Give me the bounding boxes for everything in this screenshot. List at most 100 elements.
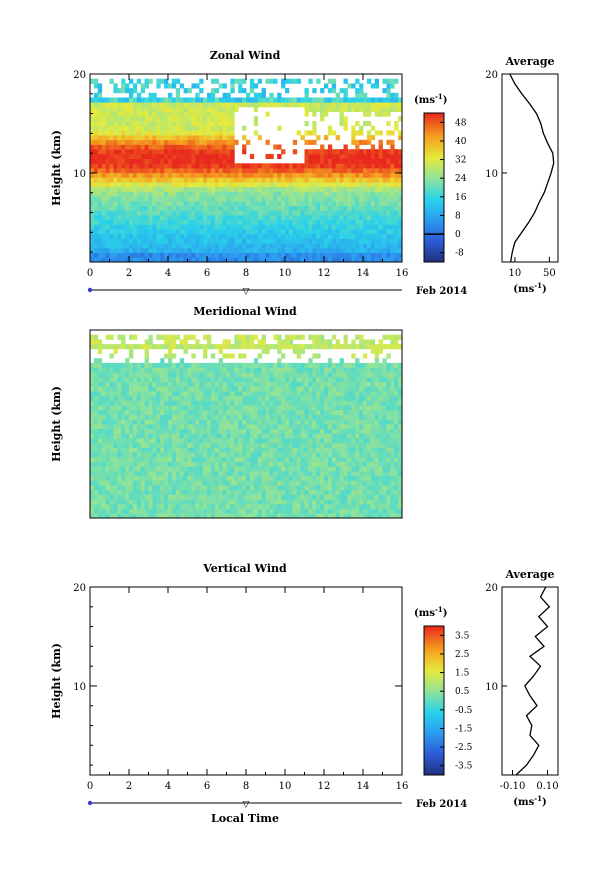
heatmap-cell — [171, 243, 177, 249]
heatmap-cell — [316, 377, 321, 383]
heatmap-cell — [171, 153, 177, 159]
heatmap-cell — [179, 494, 184, 500]
heatmap-cell — [277, 102, 282, 108]
heatmap-cell — [249, 447, 255, 453]
heatmap-cell — [327, 219, 333, 225]
heatmap-cell — [117, 424, 122, 430]
heatmap-cell — [214, 135, 220, 141]
heatmap-cell — [171, 428, 177, 434]
heatmap-cell — [359, 224, 364, 230]
heatmap-cell — [261, 395, 266, 401]
heatmap-cell — [339, 88, 344, 94]
heatmap-cell — [195, 395, 200, 401]
heatmap-cell — [398, 172, 403, 178]
heatmap-cell — [90, 372, 95, 378]
heatmap-cell — [168, 149, 173, 155]
colorbar-tick-label: 8 — [455, 211, 461, 221]
heatmap-cell — [214, 196, 220, 202]
heatmap-cell — [242, 391, 247, 397]
heatmap-cell — [292, 386, 298, 392]
heatmap-cell — [210, 494, 216, 500]
heatmap-cell — [168, 362, 173, 368]
heatmap-cell — [257, 503, 262, 509]
heatmap-cell — [152, 186, 157, 192]
heatmap-cell — [144, 391, 149, 397]
heatmap-cell — [324, 205, 329, 211]
heatmap-cell — [327, 456, 333, 462]
heatmap-cell — [269, 377, 274, 383]
heatmap-cell — [168, 372, 173, 378]
heatmap-cell — [378, 247, 383, 253]
heatmap-cell — [121, 381, 126, 387]
heatmap-cell — [183, 257, 188, 263]
heatmap-cell — [179, 191, 184, 197]
heatmap-cell — [156, 200, 161, 206]
heatmap-cell — [374, 168, 379, 174]
heatmap-cell — [285, 503, 290, 509]
heatmap-cell — [171, 121, 177, 127]
heatmap-cell — [339, 229, 344, 235]
heatmap-cell — [140, 424, 145, 430]
heatmap-cell — [156, 447, 161, 453]
heatmap-cell — [179, 149, 184, 155]
heatmap-cell — [312, 419, 317, 425]
heatmap-cell — [105, 395, 110, 401]
heatmap-cell — [175, 219, 181, 225]
heatmap-cell — [273, 243, 278, 249]
heatmap-cell — [136, 409, 142, 415]
heatmap-cell — [90, 438, 95, 444]
heatmap-cell — [148, 247, 153, 253]
heatmap-cell — [335, 419, 340, 425]
heatmap-cell — [230, 125, 235, 131]
heatmap-cell — [105, 480, 110, 486]
heatmap-cell — [292, 238, 298, 244]
heatmap-cell — [335, 475, 340, 481]
heatmap-cell — [386, 200, 391, 206]
heatmap-cell — [175, 106, 181, 112]
heatmap-cell — [168, 494, 173, 500]
heatmap-cell — [265, 452, 270, 458]
heatmap-cell — [292, 348, 298, 354]
heatmap-cell — [129, 499, 134, 505]
heatmap-cell — [109, 78, 114, 84]
heatmap-cell — [230, 252, 235, 258]
heatmap-cell — [324, 503, 329, 509]
heatmap-cell — [230, 158, 235, 164]
heatmap-cell — [226, 252, 231, 258]
heatmap-cell — [199, 238, 204, 244]
heatmap-cell — [249, 205, 255, 211]
heatmap-cell — [179, 391, 184, 397]
heatmap-cell — [324, 177, 329, 183]
heatmap-cell — [132, 191, 138, 197]
heatmap-cell — [109, 438, 114, 444]
heatmap-cell — [171, 433, 177, 439]
heatmap-cell — [148, 513, 153, 519]
heatmap-cell — [242, 210, 247, 216]
heatmap-cell — [90, 503, 95, 509]
heatmap-cell — [253, 172, 259, 178]
heatmap-cell — [359, 149, 364, 155]
heatmap-cell — [101, 480, 106, 486]
heatmap-cell — [113, 489, 118, 495]
heatmap-cell — [359, 247, 364, 253]
heatmap-cell — [273, 513, 278, 519]
heatmap-cell — [121, 144, 126, 150]
heatmap-cell — [238, 186, 243, 192]
heatmap-cell — [285, 395, 290, 401]
heatmap-cell — [175, 177, 181, 183]
heatmap-cell — [246, 182, 251, 188]
heatmap-cell — [90, 475, 95, 481]
heatmap-cell — [277, 177, 282, 183]
heatmap-cell — [179, 442, 184, 448]
heatmap-cell — [144, 125, 149, 131]
heatmap-cell — [378, 102, 383, 108]
heatmap-cell — [327, 372, 333, 378]
heatmap-cell — [101, 466, 106, 472]
heatmap-cell — [222, 172, 227, 178]
heatmap-cell — [156, 153, 161, 159]
heatmap-cell — [366, 78, 372, 84]
heatmap-cell — [253, 400, 259, 406]
heatmap-cell — [366, 177, 372, 183]
heatmap-cell — [331, 186, 337, 192]
heatmap-cell — [136, 480, 142, 486]
